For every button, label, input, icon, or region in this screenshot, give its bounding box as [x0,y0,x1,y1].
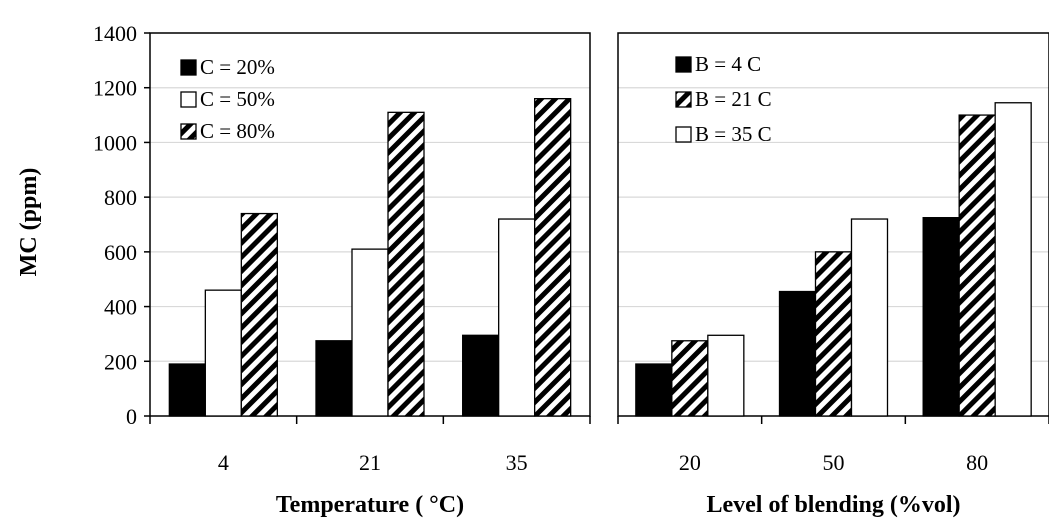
bar-2-s2-c2 [814,251,853,417]
bar-1-s3-c1 [240,212,278,417]
bar-1-s2-c1 [204,289,242,417]
legend-swatch [180,59,197,76]
legend-swatch [675,56,692,73]
legend-label: B = 21 C [695,87,772,111]
bar-1-s3-c3 [534,98,572,417]
bar-1-s1-c1 [168,363,206,417]
legend-label: B = 35 C [695,122,772,146]
x-tick-label: 80 [966,450,988,475]
x-tick-label: 21 [359,450,381,475]
x-tick-label: 35 [506,450,528,475]
x-tick-label: 4 [218,450,229,475]
x-axis-title: Temperature ( °C) [276,492,464,518]
bar-2-s1-c1 [635,363,673,417]
bar-1-s3-c2 [387,111,425,417]
x-tick-label: 50 [823,450,845,475]
bar-2-s2-c3 [958,114,996,417]
y-tick-label: 200 [104,349,137,374]
x-axis-title: Level of blending (%vol) [706,492,960,518]
y-tick-label: 1200 [93,76,137,101]
bar-1-s2-c2 [351,248,389,417]
y-axis-title: MC (ppm) [16,168,42,277]
y-tick-label: 0 [126,404,137,429]
y-tick-label: 400 [104,295,137,320]
legend-swatch [675,126,692,143]
bar-2-s2-c1 [671,340,709,417]
bar-2-s1-c3 [922,217,960,417]
x-tick-label: 20 [679,450,701,475]
bar-1-s2-c3 [498,218,536,417]
bar-1-s1-c2 [315,340,353,417]
legend-label: C = 80% [200,119,275,143]
legend-label: C = 50% [200,87,275,111]
bar-2-s3-c2 [850,218,889,417]
y-tick-label: 1400 [93,21,137,46]
legend-swatch [180,91,197,108]
bar-2-s3-c1 [707,334,745,417]
chart-panel-1: 0 200 400 600 800 1000 1200 1400 4 21 35 Temperatur… [93,21,591,518]
y-tick-label: 1000 [93,130,137,155]
legend-label: C = 20% [200,55,275,79]
bar-1-s1-c3 [462,334,500,417]
legend-swatch [180,123,197,140]
y-tick-label: 600 [104,240,137,265]
bar-2-s3-c3 [994,102,1032,417]
legend-label: B = 4 C [695,52,761,76]
legend-swatch [675,91,692,108]
y-tick-label: 800 [104,185,137,210]
bar-2-s1-c2 [778,290,817,417]
